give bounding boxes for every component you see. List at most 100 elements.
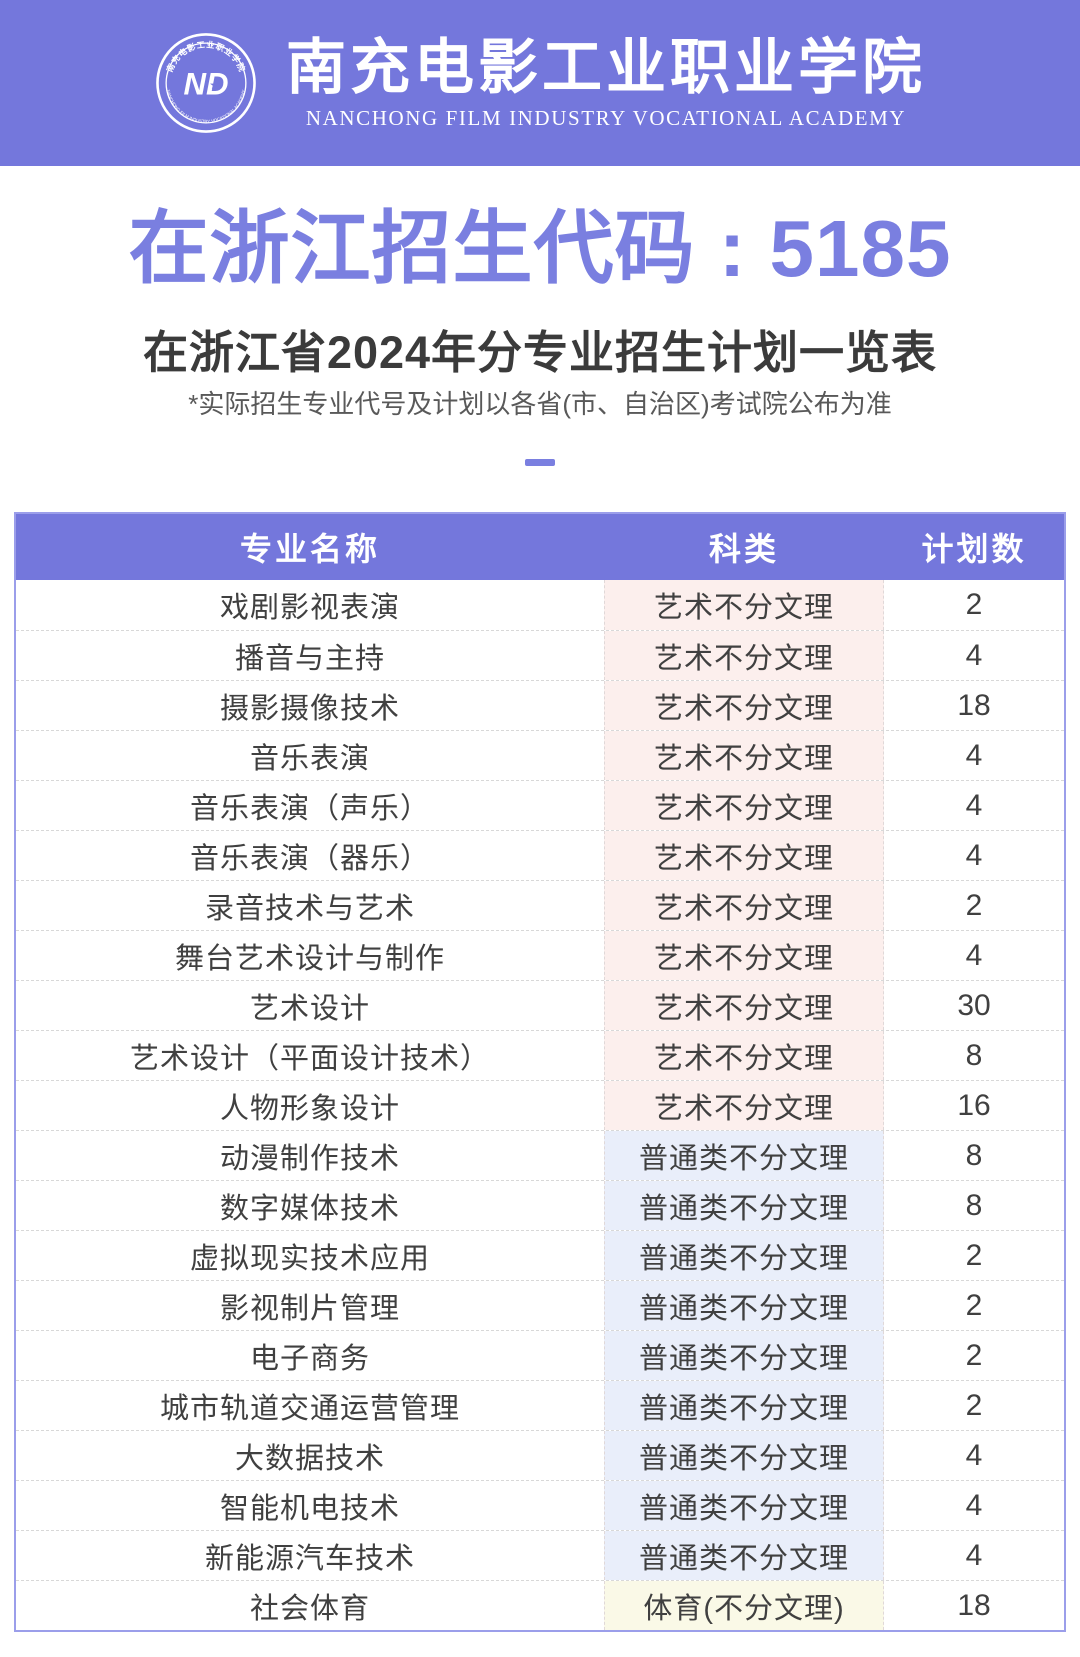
school-name-block: 南充电影工业职业学院 NANCHONG FILM INDUSTRY VOCATI…: [286, 35, 926, 131]
major-cell: 戏剧影视表演: [219, 592, 400, 624]
major-cell: 大数据技术: [234, 1442, 385, 1475]
plan-table-title: 在浙江省2024年分专业招生计划一览表: [142, 327, 938, 378]
count-cell: 4: [965, 1488, 983, 1522]
table-header-row: 专业名称 科类 计划数: [16, 514, 1064, 580]
table-row: 城市轨道交通运营管理 普通类不分文理 2: [16, 1380, 1064, 1430]
category-cell: 普通类不分文理: [604, 1531, 884, 1580]
major-cell: 艺术设计（平面设计技术）: [129, 1042, 490, 1075]
count-cell: 18: [957, 1588, 991, 1622]
category-cell: 艺术不分文理: [604, 631, 884, 680]
logo-monogram: ND: [183, 66, 228, 101]
table-row: 动漫制作技术 普通类不分文理 8: [16, 1130, 1064, 1180]
count-cell: 4: [965, 738, 983, 772]
category-cell: 普通类不分文理: [604, 1481, 884, 1530]
category-cell: 艺术不分文理: [604, 681, 884, 730]
poster-body: 在浙江招生代码 : 5185 在浙江省2024年分专业招生计划一览表 *实际招生…: [0, 196, 1080, 1632]
table-row: 音乐表演 艺术不分文理 4: [16, 730, 1064, 780]
category-cell: 普通类不分文理: [604, 1231, 884, 1280]
count-cell: 30: [957, 988, 991, 1022]
admission-code-title: 在浙江招生代码 : 5185: [128, 204, 952, 293]
school-banner: 南充电影工业职业学院 NANCHONG FILM INDUSTRY VOCATI…: [0, 0, 1080, 166]
major-cell: 舞台艺术设计与制作: [174, 942, 445, 975]
table-row: 影视制片管理 普通类不分文理 2: [16, 1280, 1064, 1330]
logo-outer-ring: [156, 33, 256, 133]
major-cell: 艺术设计: [249, 992, 370, 1025]
category-cell: 普通类不分文理: [604, 1381, 884, 1430]
count-cell: 8: [965, 1138, 983, 1172]
major-cell: 城市轨道交通运营管理: [159, 1392, 460, 1425]
table-row: 戏剧影视表演 艺术不分文理 2: [16, 580, 1064, 630]
major-cell: 虚拟现实技术应用: [189, 1242, 430, 1275]
major-cell: 音乐表演（声乐）: [189, 792, 430, 825]
category-cell: 艺术不分文理: [604, 781, 884, 830]
table-row: 大数据技术 普通类不分文理 4: [16, 1430, 1064, 1480]
major-cell: 人物形象设计: [219, 1092, 400, 1125]
disclaimer-note: *实际招生专业代号及计划以各省(市、自治区)考试院公布为准: [188, 389, 892, 419]
logo-star-icon: ★: [209, 78, 220, 92]
count-cell: 2: [965, 1338, 983, 1372]
count-cell: 2: [965, 588, 983, 621]
category-cell: 普通类不分文理: [604, 1431, 884, 1480]
category-cell: 艺术不分文理: [604, 1031, 884, 1080]
major-cell: 影视制片管理: [219, 1292, 400, 1325]
count-cell: 4: [965, 838, 983, 872]
table-row: 音乐表演（声乐） 艺术不分文理 4: [16, 780, 1064, 830]
count-cell: 16: [957, 1088, 991, 1122]
category-cell: 体育(不分文理): [604, 1581, 884, 1630]
count-cell: 8: [965, 1188, 983, 1222]
category-cell: 普通类不分文理: [604, 1181, 884, 1230]
table-row: 舞台艺术设计与制作 艺术不分文理 4: [16, 930, 1064, 980]
category-cell: 艺术不分文理: [604, 580, 884, 630]
table-row: 虚拟现实技术应用 普通类不分文理 2: [16, 1230, 1064, 1280]
major-cell: 社会体育: [249, 1592, 370, 1625]
table-row: 摄影摄像技术 艺术不分文理 18: [16, 680, 1064, 730]
category-cell: 艺术不分文理: [604, 981, 884, 1030]
category-cell: 普通类不分文理: [604, 1131, 884, 1180]
table-row: 艺术设计 艺术不分文理 30: [16, 980, 1064, 1030]
count-cell: 4: [965, 638, 983, 672]
table-row: 智能机电技术 普通类不分文理 4: [16, 1480, 1064, 1530]
count-cell: 8: [965, 1038, 983, 1072]
category-cell: 艺术不分文理: [604, 931, 884, 980]
category-cell: 艺术不分文理: [604, 831, 884, 880]
major-cell: 动漫制作技术: [219, 1142, 400, 1175]
table-row: 人物形象设计 艺术不分文理 16: [16, 1080, 1064, 1130]
major-cell: 录音技术与艺术: [204, 892, 415, 925]
major-cell: 摄影摄像技术: [219, 692, 400, 725]
major-cell: 智能机电技术: [219, 1492, 400, 1525]
school-logo-icon: 南充电影工业职业学院 NANCHONG FILM INDUSTRY VOCATI…: [156, 33, 256, 133]
table-row: 艺术设计（平面设计技术） 艺术不分文理 8: [16, 1030, 1064, 1080]
count-cell: 4: [965, 788, 983, 822]
table-header-count: 计划数: [921, 531, 1027, 567]
major-cell: 音乐表演（器乐）: [189, 842, 430, 875]
table-row: 电子商务 普通类不分文理 2: [16, 1330, 1064, 1380]
count-cell: 4: [965, 1538, 983, 1572]
count-cell: 2: [965, 1388, 983, 1422]
table-header-major: 专业名称: [239, 531, 380, 567]
table-row: 录音技术与艺术 艺术不分文理 2: [16, 880, 1064, 930]
table-row: 社会体育 体育(不分文理) 18: [16, 1580, 1064, 1630]
count-cell: 4: [965, 1438, 983, 1472]
table-row: 新能源汽车技术 普通类不分文理 4: [16, 1530, 1064, 1580]
table-body: 戏剧影视表演 艺术不分文理 2 播音与主持 艺术不分文理 4 摄影摄像技术 艺术…: [16, 580, 1064, 1630]
table-row: 音乐表演（器乐） 艺术不分文理 4: [16, 830, 1064, 880]
table-header-category: 科类: [708, 531, 779, 567]
category-cell: 普通类不分文理: [604, 1331, 884, 1380]
enrollment-plan-table: 专业名称 科类 计划数 戏剧影视表演 艺术不分文理 2 播音与主持 艺术不分文理…: [14, 512, 1066, 1632]
count-cell: 2: [965, 1238, 983, 1272]
count-cell: 2: [965, 888, 983, 922]
category-cell: 艺术不分文理: [604, 881, 884, 930]
decorative-dash: [525, 459, 555, 466]
school-name-cn: 南充电影工业职业学院: [286, 34, 926, 101]
major-cell: 电子商务: [249, 1342, 370, 1375]
table-row: 数字媒体技术 普通类不分文理 8: [16, 1180, 1064, 1230]
category-cell: 艺术不分文理: [604, 731, 884, 780]
major-cell: 新能源汽车技术: [204, 1542, 415, 1575]
school-name-en: NANCHONG FILM INDUSTRY VOCATIONAL ACADEM…: [305, 106, 907, 130]
count-cell: 4: [965, 938, 983, 972]
table-row: 播音与主持 艺术不分文理 4: [16, 630, 1064, 680]
major-cell: 播音与主持: [234, 642, 385, 675]
category-cell: 普通类不分文理: [604, 1281, 884, 1330]
major-cell: 数字媒体技术: [219, 1192, 400, 1225]
logo-inner-ring: [165, 42, 247, 124]
